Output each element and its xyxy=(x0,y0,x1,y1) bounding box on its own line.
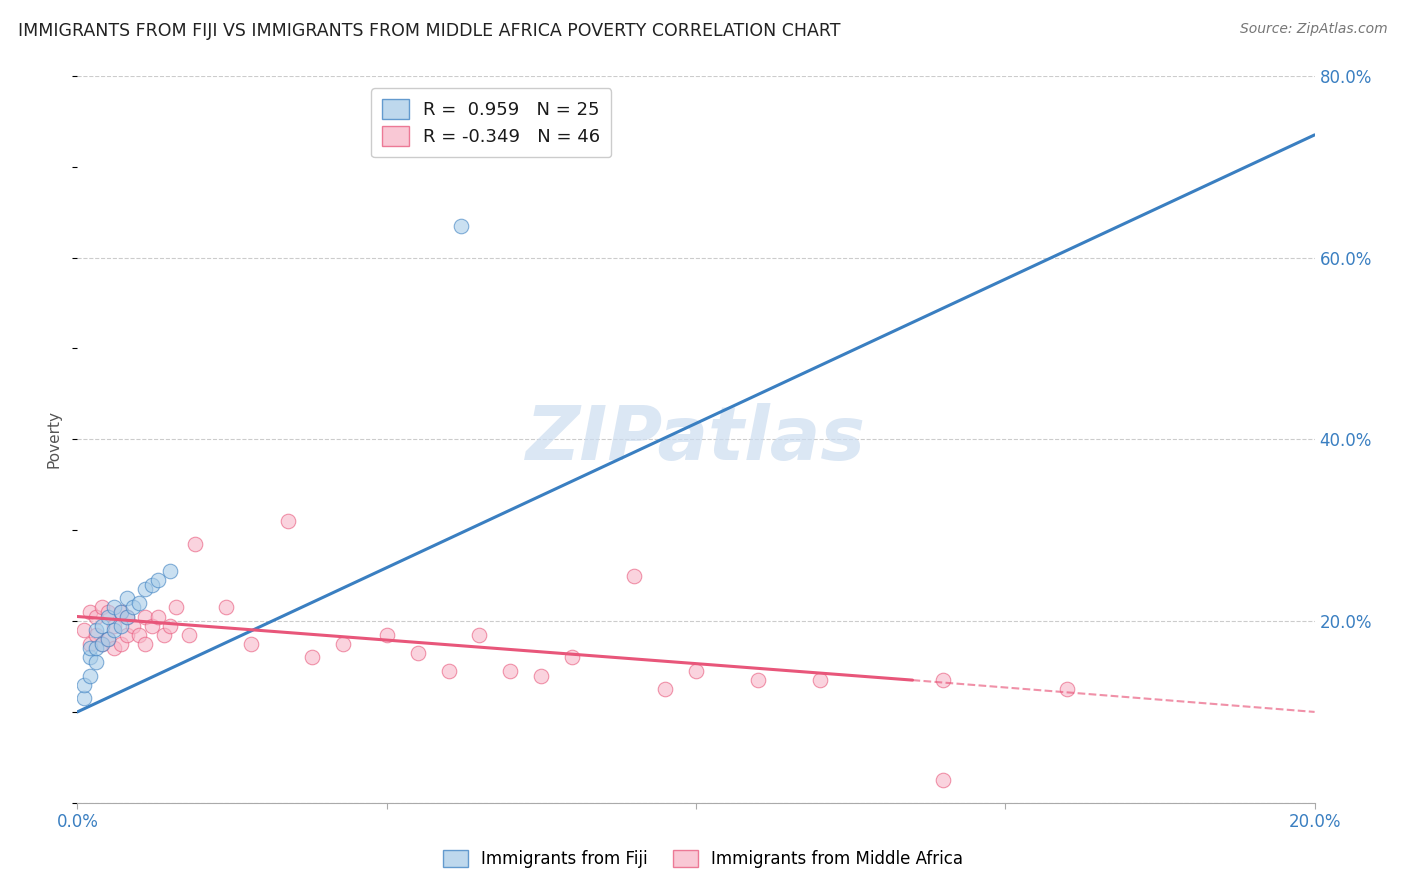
Point xyxy=(110,605,132,619)
Point xyxy=(103,623,125,637)
Point xyxy=(239,637,262,651)
Point xyxy=(79,668,101,682)
Point xyxy=(84,609,107,624)
Point xyxy=(103,618,125,632)
Text: ZIPatlas: ZIPatlas xyxy=(526,403,866,475)
Point xyxy=(159,618,181,632)
Point xyxy=(141,618,163,632)
Point xyxy=(146,609,169,624)
Point xyxy=(79,641,101,656)
Legend: Immigrants from Fiji, Immigrants from Middle Africa: Immigrants from Fiji, Immigrants from Mi… xyxy=(436,843,970,875)
Point xyxy=(84,655,107,669)
Point xyxy=(97,632,120,647)
Point xyxy=(97,605,120,619)
Point xyxy=(654,682,676,697)
Point xyxy=(165,600,187,615)
Point xyxy=(91,600,114,615)
Point xyxy=(499,664,522,678)
Point xyxy=(153,628,176,642)
Point xyxy=(91,618,114,632)
Point xyxy=(115,628,138,642)
Point xyxy=(932,673,955,687)
Point xyxy=(84,641,107,656)
Point xyxy=(97,609,120,624)
Point xyxy=(134,582,156,597)
Text: IMMIGRANTS FROM FIJI VS IMMIGRANTS FROM MIDDLE AFRICA POVERTY CORRELATION CHART: IMMIGRANTS FROM FIJI VS IMMIGRANTS FROM … xyxy=(18,22,841,40)
Point xyxy=(128,628,150,642)
Point xyxy=(91,637,114,651)
Point xyxy=(115,609,138,624)
Point xyxy=(110,605,132,619)
Point xyxy=(932,773,955,788)
Point xyxy=(84,628,107,642)
Point xyxy=(72,623,94,637)
Point xyxy=(110,637,132,651)
Point xyxy=(103,600,125,615)
Point xyxy=(79,605,101,619)
Point xyxy=(84,623,107,637)
Point xyxy=(134,609,156,624)
Point xyxy=(301,650,323,665)
Point xyxy=(215,600,238,615)
Point xyxy=(103,641,125,656)
Point xyxy=(561,650,583,665)
Point xyxy=(530,668,553,682)
Text: Source: ZipAtlas.com: Source: ZipAtlas.com xyxy=(1240,22,1388,37)
Point xyxy=(79,637,101,651)
Point xyxy=(91,637,114,651)
Point xyxy=(141,578,163,592)
Point xyxy=(623,568,645,582)
Point xyxy=(72,678,94,692)
Point xyxy=(808,673,831,687)
Point xyxy=(159,564,181,578)
Point xyxy=(115,609,138,624)
Point xyxy=(685,664,707,678)
Point xyxy=(450,219,472,233)
Point xyxy=(72,691,94,706)
Point xyxy=(115,591,138,606)
Point xyxy=(375,628,398,642)
Point xyxy=(134,637,156,651)
Legend: R =  0.959   N = 25, R = -0.349   N = 46: R = 0.959 N = 25, R = -0.349 N = 46 xyxy=(371,88,612,157)
Point xyxy=(110,618,132,632)
Point xyxy=(146,573,169,587)
Point xyxy=(277,514,299,528)
Point xyxy=(747,673,769,687)
Point xyxy=(1056,682,1078,697)
Point xyxy=(468,628,491,642)
Y-axis label: Poverty: Poverty xyxy=(46,410,62,468)
Point xyxy=(122,618,145,632)
Point xyxy=(128,596,150,610)
Point xyxy=(437,664,460,678)
Point xyxy=(184,537,207,551)
Point xyxy=(122,600,145,615)
Point xyxy=(332,637,354,651)
Point xyxy=(97,632,120,647)
Point xyxy=(406,646,429,660)
Point xyxy=(177,628,200,642)
Point xyxy=(79,650,101,665)
